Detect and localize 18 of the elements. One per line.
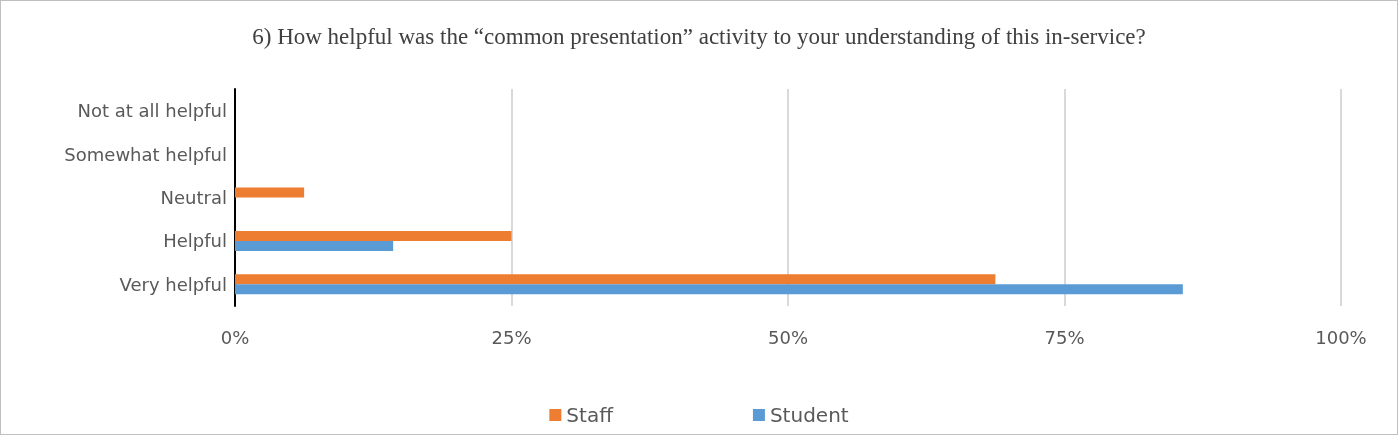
x-tick-label: 0% [220,326,250,348]
x-tick-label: 100% [1315,326,1367,348]
bar [235,274,996,285]
bar [235,230,512,241]
chart-title: 6) How helpful was the “common presentation” activity to your understanding of this in-service? [252,23,1146,49]
y-tick-label: Neutral [160,187,227,208]
bar [235,187,305,198]
bar [235,240,394,251]
y-tick-label: Somewhat helpful [64,143,227,165]
legend-label: Student [769,403,849,427]
x-tick-label: 50% [767,326,809,348]
y-tick-label: Very helpful [119,273,227,295]
bar [235,284,1183,295]
x-tick-label: 75% [1044,326,1085,348]
y-tick-label: Helpful [163,230,227,252]
y-tick-label: Not at all helpful [77,100,227,122]
x-tick-label: 25% [491,326,532,348]
legend-label: Staff [566,403,615,427]
